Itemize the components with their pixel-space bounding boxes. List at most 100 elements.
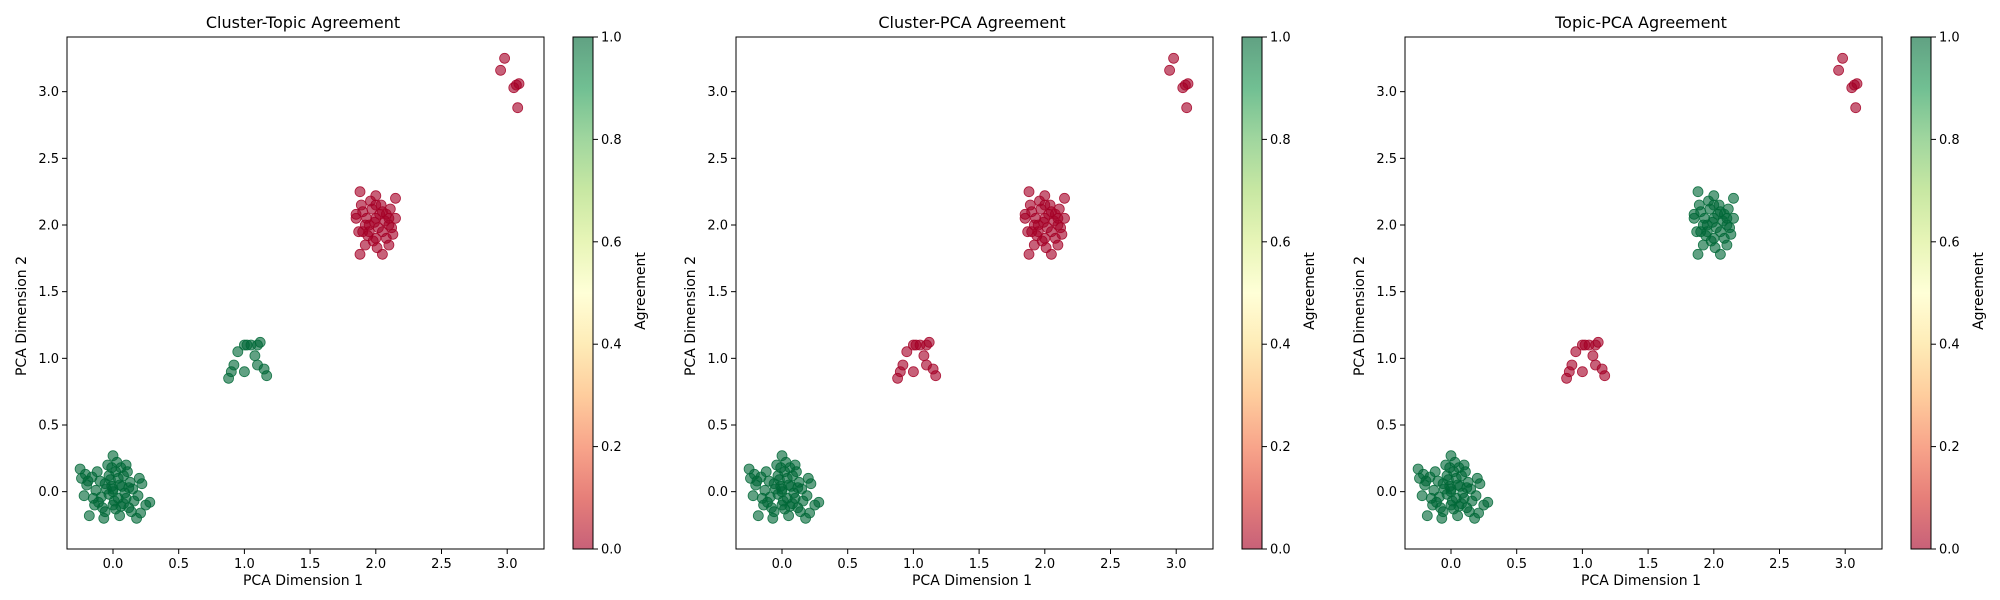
y-tick-label: 1.0 xyxy=(38,352,59,367)
colorbar-tick-label: 0.8 xyxy=(601,133,622,148)
chart-title: Topic-PCA Agreement xyxy=(1554,13,1727,32)
scatter-point xyxy=(1182,78,1194,90)
scatter-point xyxy=(1421,510,1433,522)
scatter-point xyxy=(513,78,525,90)
y-tick-label: 0.0 xyxy=(707,485,728,500)
x-tick-label: 0.5 xyxy=(168,557,189,572)
colorbar-frame xyxy=(1910,36,1932,550)
scatter-point xyxy=(758,499,769,511)
plot-area: 0.0 0.5 1.0 1.5 2.0 2.5 3.0 0.0 0.5 1.0 1.5 2.0 2.5 3… xyxy=(1376,36,1883,572)
colorbar-tick-label: 1.0 xyxy=(601,31,622,46)
scatter-point xyxy=(1474,478,1486,490)
x-tick-label: 0.0 xyxy=(103,557,124,572)
scatter-point xyxy=(238,366,250,378)
scatter-point xyxy=(1473,507,1484,519)
scatter-point xyxy=(132,490,144,502)
scatter-point xyxy=(1587,350,1599,362)
scatter-point xyxy=(254,336,266,348)
scatter-point xyxy=(78,490,90,502)
y-tick-label: 2.0 xyxy=(38,219,59,234)
colorbar-gradient xyxy=(1911,37,1931,549)
x-tick-label: 0.0 xyxy=(772,557,793,572)
x-tick-label: 1.0 xyxy=(234,557,255,572)
scatter-point xyxy=(359,219,371,231)
x-tick-label: 3.0 xyxy=(497,557,518,572)
scatter-point xyxy=(354,186,366,198)
scatter-point xyxy=(1722,203,1734,215)
colorbar-frame xyxy=(572,36,594,550)
y-tick-label: 1.5 xyxy=(38,285,59,300)
scatter-point xyxy=(1023,186,1035,198)
scatter-point xyxy=(1034,195,1045,207)
scatter-point xyxy=(1709,242,1721,254)
scatter-point xyxy=(1031,230,1043,242)
scatter-point xyxy=(759,484,771,496)
scatter-point xyxy=(499,52,511,64)
scatter-point xyxy=(369,216,380,228)
colorbar-tick-label: 0.6 xyxy=(1270,235,1291,250)
y-tick-label: 1.0 xyxy=(707,352,728,367)
scatter-point xyxy=(1599,370,1611,382)
scatter-point xyxy=(261,370,273,382)
scatter-point xyxy=(789,459,801,471)
scatter-point xyxy=(781,472,793,484)
colorbar-tick-label: 0.8 xyxy=(1270,133,1291,148)
colorbar-tick-label: 0.6 xyxy=(601,235,622,250)
scatter-point xyxy=(89,499,100,511)
colorbar-label: Agreement xyxy=(1302,252,1318,330)
scatter-point xyxy=(930,370,942,382)
scatter-point xyxy=(749,468,760,480)
scatter-point xyxy=(901,346,913,358)
x-tick-label: 2.0 xyxy=(365,557,386,572)
scatter-point xyxy=(249,350,261,362)
scatter-points xyxy=(743,52,1194,524)
scatter-point xyxy=(1164,64,1175,76)
y-tick-label: 0.5 xyxy=(1376,419,1397,434)
scatter-point xyxy=(784,500,796,512)
panel-1: Cluster-Topic Agreement 0.0 0.5 1.0 1.5 2.0 2… xyxy=(14,13,649,589)
scatter-point xyxy=(1691,226,1703,238)
y-tick-label: 1.0 xyxy=(1376,352,1397,367)
scatter-point xyxy=(1718,232,1730,244)
y-tick-label: 2.0 xyxy=(707,219,728,234)
scatter-point xyxy=(1570,346,1582,358)
colorbar-tick-label: 0.2 xyxy=(601,440,622,455)
axes-frame xyxy=(66,36,545,550)
colorbar-tick-label: 0.2 xyxy=(1939,440,1960,455)
x-tick-label: 0.5 xyxy=(1506,557,1527,572)
scatter-point xyxy=(1700,230,1712,242)
colorbar-tick-label: 0.0 xyxy=(601,543,622,558)
colorbar-tick-label: 1.0 xyxy=(1270,31,1291,46)
scatter-point xyxy=(1703,195,1714,207)
scatter-point xyxy=(80,468,91,480)
colorbar-tick-label: 0.0 xyxy=(1939,543,1960,558)
axes-frame xyxy=(1404,36,1883,550)
scatter-point xyxy=(1450,472,1462,484)
colorbar-tick-label: 0.2 xyxy=(1270,440,1291,455)
colorbar-tick-label: 0.4 xyxy=(601,338,622,353)
scatter-point xyxy=(776,450,788,462)
scatter-point xyxy=(1697,219,1709,231)
scatter-point xyxy=(804,507,815,519)
scatter-point xyxy=(776,483,788,495)
scatter-point xyxy=(752,510,764,522)
scatter-point xyxy=(1592,336,1604,348)
scatter-point xyxy=(1453,500,1465,512)
colorbar-tick-label: 0.8 xyxy=(1939,133,1960,148)
scatter-point xyxy=(354,248,366,260)
scatter-point xyxy=(228,359,240,371)
scatter-point xyxy=(1040,242,1052,254)
x-tick-label: 1.0 xyxy=(903,557,924,572)
y-tick-label: 1.5 xyxy=(1376,285,1397,300)
y-tick-label: 3.0 xyxy=(1376,85,1397,100)
scatter-point xyxy=(123,482,135,494)
scatter-point xyxy=(1833,64,1844,76)
colorbar-label: Agreement xyxy=(1971,252,1987,330)
scatter-point xyxy=(83,510,95,522)
scatter-point xyxy=(1436,512,1448,524)
colorbar-tick-label: 0.4 xyxy=(1939,338,1960,353)
y-tick-label: 0.0 xyxy=(38,485,59,500)
scatter-point xyxy=(390,192,401,204)
y-axis-label: PCA Dimension 2 xyxy=(1352,256,1368,376)
plot-area: 0.0 0.5 1.0 1.5 2.0 2.5 3.0 0.0 0.5 1.0 1.5 2.0 2.5 3… xyxy=(38,36,545,572)
